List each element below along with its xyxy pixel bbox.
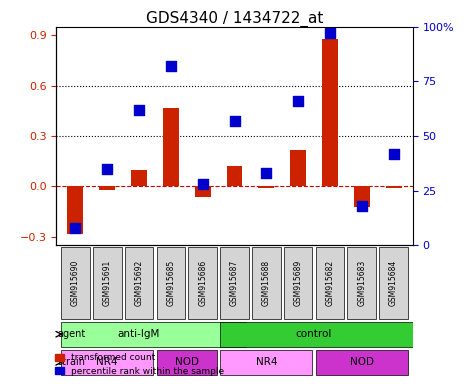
- Bar: [163, 108, 179, 187]
- Point: [390, 151, 397, 157]
- FancyBboxPatch shape: [316, 247, 344, 319]
- Text: control: control: [296, 329, 332, 339]
- FancyBboxPatch shape: [61, 321, 246, 347]
- FancyBboxPatch shape: [157, 350, 217, 375]
- FancyBboxPatch shape: [157, 247, 185, 319]
- Point: [358, 203, 365, 209]
- FancyBboxPatch shape: [61, 350, 153, 375]
- Text: GSM915692: GSM915692: [135, 260, 144, 306]
- Text: anti-IgM: anti-IgM: [118, 329, 160, 339]
- Text: NR4: NR4: [256, 357, 277, 367]
- Text: GSM915683: GSM915683: [357, 260, 366, 306]
- FancyBboxPatch shape: [93, 247, 121, 319]
- Text: GSM915687: GSM915687: [230, 260, 239, 306]
- FancyBboxPatch shape: [125, 247, 153, 319]
- FancyBboxPatch shape: [220, 350, 312, 375]
- Text: NOD: NOD: [175, 357, 199, 367]
- Point: [135, 107, 143, 113]
- Bar: [322, 39, 338, 187]
- FancyBboxPatch shape: [252, 247, 280, 319]
- FancyBboxPatch shape: [61, 247, 90, 319]
- Text: GSM915691: GSM915691: [103, 260, 112, 306]
- Bar: [386, 187, 401, 188]
- Point: [326, 30, 334, 36]
- Text: GSM915689: GSM915689: [294, 260, 303, 306]
- Bar: [227, 166, 242, 187]
- Bar: [131, 170, 147, 187]
- Bar: [290, 149, 306, 187]
- FancyBboxPatch shape: [220, 321, 437, 347]
- Bar: [195, 187, 211, 197]
- Bar: [354, 187, 370, 207]
- Text: GSM915685: GSM915685: [166, 260, 175, 306]
- Legend: transformed count, percentile rank within the sample: transformed count, percentile rank withi…: [52, 350, 228, 379]
- Text: NOD: NOD: [350, 357, 374, 367]
- Text: NR4: NR4: [97, 357, 118, 367]
- FancyBboxPatch shape: [316, 350, 408, 375]
- Point: [295, 98, 302, 104]
- Bar: [99, 187, 115, 190]
- FancyBboxPatch shape: [284, 247, 312, 319]
- FancyBboxPatch shape: [379, 247, 408, 319]
- Text: GSM915688: GSM915688: [262, 260, 271, 306]
- Text: strain: strain: [57, 357, 85, 367]
- Title: GDS4340 / 1434722_at: GDS4340 / 1434722_at: [146, 11, 323, 27]
- Bar: [68, 187, 83, 233]
- Text: GSM915684: GSM915684: [389, 260, 398, 306]
- FancyBboxPatch shape: [348, 247, 376, 319]
- Bar: [258, 187, 274, 188]
- Text: agent: agent: [57, 329, 85, 339]
- Point: [72, 225, 79, 231]
- Point: [104, 166, 111, 172]
- Point: [199, 181, 206, 187]
- Text: GSM915690: GSM915690: [71, 260, 80, 306]
- Text: GSM915682: GSM915682: [325, 260, 334, 306]
- FancyBboxPatch shape: [189, 247, 217, 319]
- Point: [263, 170, 270, 176]
- Text: GSM915686: GSM915686: [198, 260, 207, 306]
- Point: [231, 118, 238, 124]
- FancyBboxPatch shape: [220, 247, 249, 319]
- Point: [167, 63, 174, 69]
